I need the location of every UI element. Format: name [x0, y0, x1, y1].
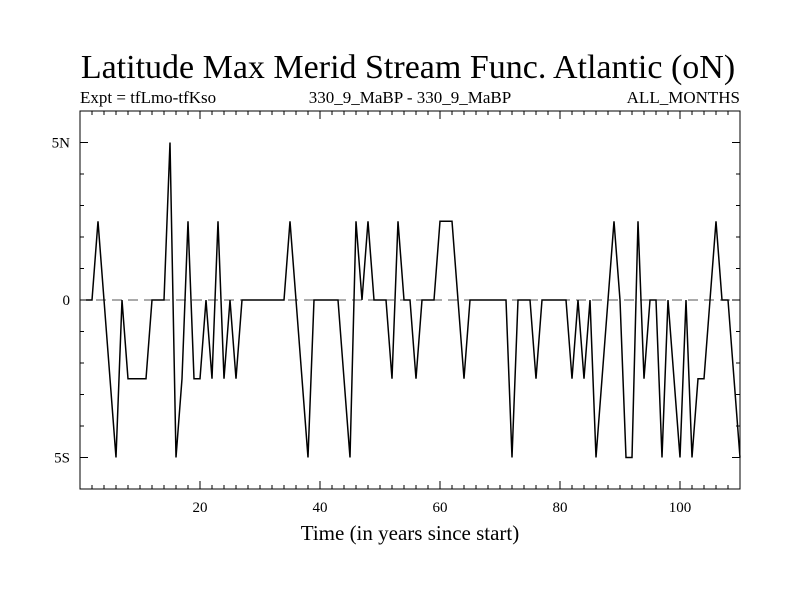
axis-tick-labels: 20 40 60 80 100 5N 0 5S [52, 136, 692, 517]
x-axis-label: Time (in years since start) [301, 521, 520, 545]
subtitle-left: Expt = tfLmo-tfKso [80, 88, 216, 107]
subtitle-center: 330_9_MaBP - 330_9_MaBP [309, 88, 511, 107]
x-tick-label: 80 [553, 500, 568, 516]
x-tick-label: 60 [433, 500, 448, 516]
y-tick-label: 5N [52, 136, 71, 152]
y-tick-label: 5S [54, 451, 70, 467]
x-tick-label: 20 [193, 500, 208, 516]
series-line-latitude [86, 142, 741, 459]
x-tick-label: 40 [313, 500, 328, 516]
y-tick-label: 0 [63, 293, 71, 309]
chart-title: Latitude Max Merid Stream Func. Atlantic… [81, 49, 735, 86]
x-tick-label: 100 [669, 500, 692, 516]
subtitle-right: ALL_MONTHS [627, 88, 740, 107]
series-layer [86, 142, 741, 459]
